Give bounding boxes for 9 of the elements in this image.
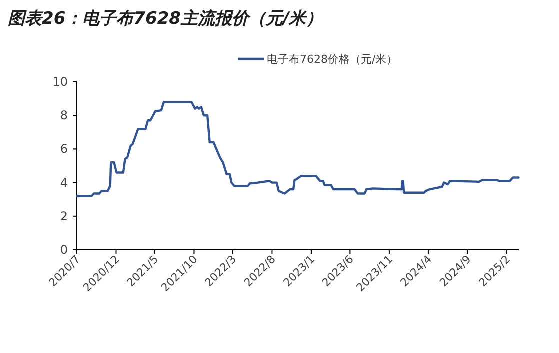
y-tick-label: 8 (60, 108, 68, 123)
y-tick-label: 10 (52, 75, 68, 89)
y-tick-label: 2 (60, 209, 68, 224)
y-tick-label: 4 (60, 176, 68, 190)
y-tick-label: 6 (60, 142, 68, 156)
title: 图表26：电子布7628主流报价（元/米） (8, 9, 324, 29)
legend-label: 电子布7628价格（元/米） (267, 53, 398, 66)
y-tick-label: 0 (60, 243, 68, 257)
legend: 电子布7628价格（元/米） (238, 53, 398, 66)
